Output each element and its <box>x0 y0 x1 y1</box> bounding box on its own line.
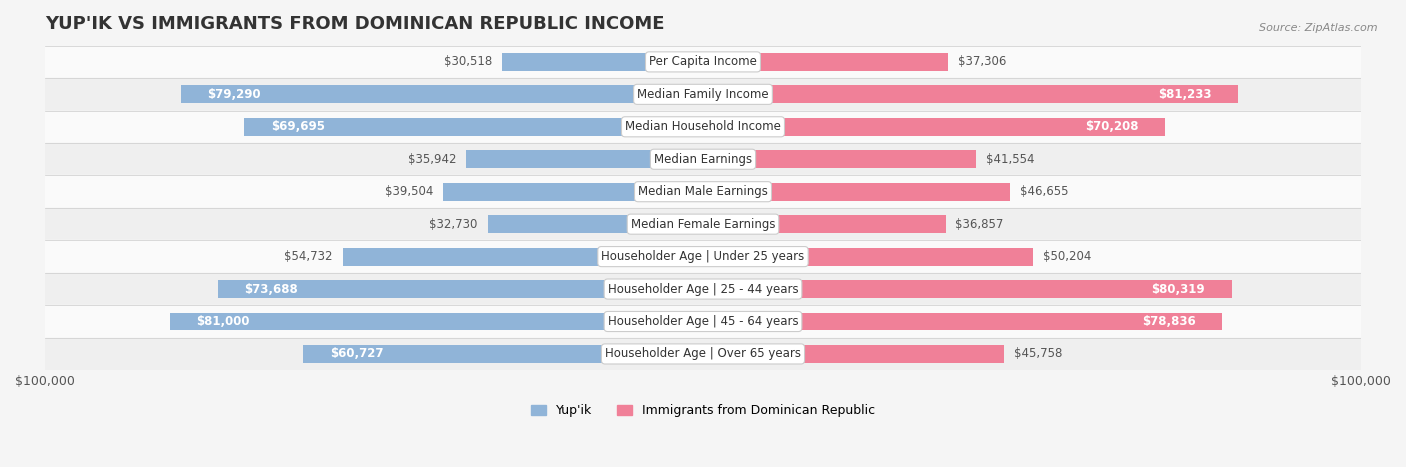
Legend: Yup'ik, Immigrants from Dominican Republic: Yup'ik, Immigrants from Dominican Republ… <box>526 399 880 422</box>
Text: $36,857: $36,857 <box>956 218 1004 231</box>
Text: Householder Age | Under 25 years: Householder Age | Under 25 years <box>602 250 804 263</box>
Bar <box>45 273 1361 305</box>
Bar <box>467 150 703 168</box>
Bar <box>703 85 1237 103</box>
Text: $80,319: $80,319 <box>1152 283 1205 296</box>
Bar <box>45 338 1361 370</box>
Text: $32,730: $32,730 <box>429 218 478 231</box>
Bar <box>45 305 1361 338</box>
Bar <box>304 345 703 363</box>
Text: Median Family Income: Median Family Income <box>637 88 769 101</box>
Bar <box>245 118 703 136</box>
Bar <box>703 118 1166 136</box>
Bar <box>703 53 949 71</box>
Text: $39,504: $39,504 <box>385 185 433 198</box>
Bar <box>703 248 1033 266</box>
Bar <box>703 150 976 168</box>
Text: Householder Age | 45 - 64 years: Householder Age | 45 - 64 years <box>607 315 799 328</box>
Bar <box>703 183 1010 201</box>
Text: $30,518: $30,518 <box>444 56 492 68</box>
Text: Householder Age | 25 - 44 years: Householder Age | 25 - 44 years <box>607 283 799 296</box>
Text: $41,554: $41,554 <box>987 153 1035 166</box>
Bar <box>703 312 1222 331</box>
Bar <box>703 280 1232 298</box>
Text: $79,290: $79,290 <box>208 88 262 101</box>
Text: $81,000: $81,000 <box>197 315 250 328</box>
Text: Householder Age | Over 65 years: Householder Age | Over 65 years <box>605 347 801 361</box>
Bar <box>45 46 1361 78</box>
Bar <box>703 345 1004 363</box>
Bar <box>443 183 703 201</box>
Bar <box>703 215 946 233</box>
Bar <box>218 280 703 298</box>
Text: $35,942: $35,942 <box>408 153 457 166</box>
Text: Median Female Earnings: Median Female Earnings <box>631 218 775 231</box>
Text: $37,306: $37,306 <box>959 56 1007 68</box>
Text: $69,695: $69,695 <box>271 120 325 133</box>
Text: Median Male Earnings: Median Male Earnings <box>638 185 768 198</box>
Text: $54,732: $54,732 <box>284 250 333 263</box>
Bar <box>502 53 703 71</box>
Bar <box>170 312 703 331</box>
Text: Median Earnings: Median Earnings <box>654 153 752 166</box>
Text: $60,727: $60,727 <box>329 347 384 361</box>
Text: $81,233: $81,233 <box>1157 88 1211 101</box>
Bar <box>343 248 703 266</box>
Text: $70,208: $70,208 <box>1085 120 1139 133</box>
Text: $45,758: $45,758 <box>1014 347 1063 361</box>
Bar <box>45 111 1361 143</box>
Text: $46,655: $46,655 <box>1019 185 1069 198</box>
Text: $73,688: $73,688 <box>245 283 298 296</box>
Bar <box>181 85 703 103</box>
Text: YUP'IK VS IMMIGRANTS FROM DOMINICAN REPUBLIC INCOME: YUP'IK VS IMMIGRANTS FROM DOMINICAN REPU… <box>45 15 665 33</box>
Text: Per Capita Income: Per Capita Income <box>650 56 756 68</box>
Text: Median Household Income: Median Household Income <box>626 120 780 133</box>
Bar <box>45 208 1361 241</box>
Bar <box>45 78 1361 111</box>
Text: $78,836: $78,836 <box>1142 315 1195 328</box>
Bar <box>45 176 1361 208</box>
Bar <box>45 143 1361 176</box>
Bar <box>45 241 1361 273</box>
Bar <box>488 215 703 233</box>
Text: $50,204: $50,204 <box>1043 250 1091 263</box>
Text: Source: ZipAtlas.com: Source: ZipAtlas.com <box>1260 23 1378 33</box>
